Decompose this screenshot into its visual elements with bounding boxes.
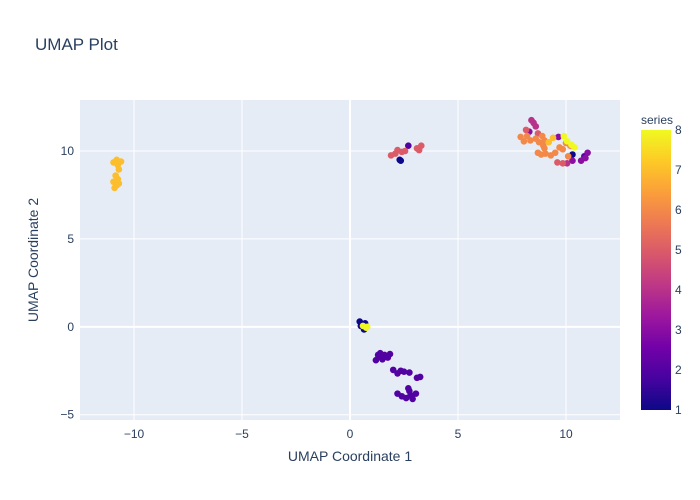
scatter-point [537, 151, 545, 158]
scatter-point [386, 350, 394, 358]
scatter-point [545, 138, 553, 146]
scatter-point [409, 395, 416, 403]
y-tick-label: 0 [67, 320, 74, 334]
colorbar-tick-label: 5 [675, 243, 682, 257]
x-tick-label: 5 [455, 427, 462, 441]
colorbar-tick-label: 8 [675, 123, 682, 137]
chart-title: UMAP Plot [35, 35, 118, 54]
scatter-point [569, 157, 576, 164]
colorbar-tick-label: 2 [675, 363, 682, 377]
scatter-point [554, 159, 561, 166]
x-tick-label: 0 [347, 427, 354, 441]
scatter-point [551, 149, 559, 157]
colorbar-tick-label: 3 [675, 323, 682, 337]
scatter-point [522, 126, 530, 134]
scatter-point [115, 166, 123, 173]
scatter-point [532, 123, 540, 130]
scatter-point [527, 137, 534, 144]
x-tick-label: 10 [559, 427, 573, 441]
colorbar-tick-label: 1 [675, 403, 682, 417]
scatter-point [416, 373, 424, 381]
scatter-point [528, 116, 535, 124]
scatter-point [571, 144, 578, 151]
scatter-point [111, 184, 118, 192]
y-tick-label: 10 [61, 144, 75, 158]
scatter-point [405, 142, 412, 150]
tick-labels: −10 −5 0 5 10 −5 0 5 10 [60, 144, 573, 441]
colorbar-title: series [641, 113, 673, 127]
y-axis-title: UMAP Coordinate 2 [25, 198, 41, 322]
colorbar-tick-label: 6 [675, 203, 682, 217]
scatter-point [115, 180, 123, 187]
scatter-point [584, 149, 591, 157]
x-tick-label: −10 [124, 427, 145, 441]
scatter-point [372, 356, 380, 364]
scatter-point [549, 134, 557, 142]
data-points [110, 116, 591, 403]
scatter-point [406, 369, 413, 376]
scatter-point [560, 132, 568, 140]
scatter-point [559, 145, 567, 153]
scatter-point [401, 147, 409, 155]
scatter-point [397, 157, 405, 164]
scatter-point [400, 368, 408, 375]
scatter-point [415, 146, 423, 154]
scatter-point [555, 133, 562, 141]
colorbar-tick-label: 7 [675, 163, 682, 177]
y-tick-label: −5 [60, 408, 74, 422]
colorbar-tick-label: 4 [675, 283, 682, 297]
grid-lines [80, 100, 620, 420]
x-tick-label: −5 [235, 427, 249, 441]
scatter-point [412, 390, 420, 397]
scatter-point [559, 159, 567, 167]
scatter-point [406, 387, 413, 395]
colorbar [641, 130, 671, 410]
y-tick-label: 5 [67, 232, 74, 246]
scatter-point [564, 152, 572, 160]
scatter-point [363, 323, 371, 331]
scatter-point [541, 145, 548, 152]
scatter-point [520, 138, 528, 145]
scatter-point [582, 154, 589, 162]
x-axis-title: UMAP Coordinate 1 [288, 448, 412, 464]
scatter-point [378, 354, 385, 361]
colorbar-ticks: 1 2 3 4 5 6 7 8 [675, 123, 682, 417]
